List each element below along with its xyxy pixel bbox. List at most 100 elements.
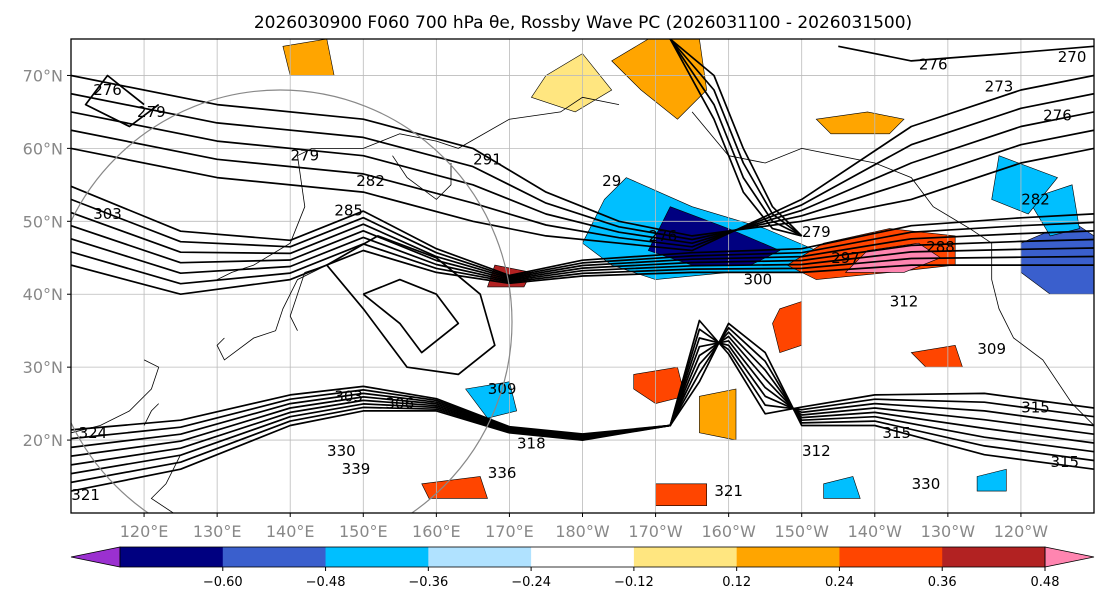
colorbar-segment	[222, 547, 327, 567]
colorbar-tick-label: −0.60	[203, 575, 243, 590]
x-tick-label: 130°E	[193, 522, 242, 541]
contour-line	[71, 224, 1094, 281]
contour-label: 297	[831, 249, 860, 267]
shading-blob	[976, 468, 1007, 492]
contour-line	[71, 211, 1094, 279]
x-tick-label: 170°E	[485, 522, 534, 541]
contour-line	[326, 235, 496, 376]
coastline	[150, 454, 181, 513]
contour-label: 321	[714, 482, 743, 500]
y-tick-label: 20°N	[23, 431, 63, 450]
contour-label: 291	[473, 150, 502, 168]
contour-label: 279	[137, 103, 166, 121]
colorbar-segment	[633, 547, 738, 567]
contour-label: 318	[517, 435, 546, 453]
colorbar-segment	[120, 547, 224, 567]
shading-blob	[815, 111, 905, 135]
colorbar-tick-label: −0.24	[511, 575, 551, 590]
contour-label: 288	[926, 238, 955, 256]
contour-label: 276	[1043, 107, 1072, 125]
shading-blob	[991, 155, 1058, 215]
x-axis-ticks: 120°E 130°E 140°E 150°E 160°E 170°E 180°W 170°W…	[120, 513, 1048, 541]
contour-label: 321	[71, 486, 100, 504]
x-tick-label: 160°W	[701, 522, 756, 541]
coastlines	[71, 96, 1094, 513]
contour-label: 276	[919, 56, 948, 74]
colorbar-segment	[531, 547, 635, 567]
colorbar-frame	[119, 546, 1046, 568]
shading-blob	[465, 381, 518, 419]
shading-blob	[530, 53, 613, 113]
contour-label: 315	[1050, 453, 1079, 471]
contour-line	[84, 74, 160, 128]
x-tick-label: 140°W	[848, 522, 903, 541]
contour-line	[71, 74, 1094, 252]
contour-line	[838, 45, 1094, 62]
shading-blob	[655, 483, 707, 506]
contour-line	[71, 243, 1094, 285]
contour-label: 282	[1021, 190, 1050, 208]
colorbar-segment	[736, 547, 840, 567]
contour-label: 306	[386, 395, 415, 413]
contour-label: 276	[93, 81, 122, 99]
chart-title: 2026030900 F060 700 hPa θe, Rossby Wave …	[254, 13, 912, 33]
contour-line	[71, 249, 1094, 296]
shading-blob	[699, 388, 737, 441]
theta-e-contours	[71, 39, 1094, 492]
contour-label: 312	[802, 442, 831, 460]
contour-label: 303	[93, 205, 122, 223]
contour-label: 339	[342, 460, 371, 478]
contour-label: 29	[602, 172, 621, 190]
contour-line	[71, 111, 1094, 245]
contour-line	[71, 319, 1094, 435]
colorbar-tick-label: 0.24	[825, 575, 854, 590]
contour-label: 309	[977, 340, 1006, 358]
colorbar-extend-high	[1044, 546, 1095, 568]
coastline	[691, 111, 1094, 426]
coastline	[216, 96, 620, 280]
shading-blob	[772, 301, 802, 353]
shading-blob	[633, 366, 686, 404]
y-tick-label: 40°N	[23, 285, 63, 304]
contour-label: 276	[649, 227, 678, 245]
contour-label: 312	[890, 293, 919, 311]
reference-circle	[71, 89, 513, 513]
x-tick-label: 120°E	[120, 522, 169, 541]
contour-label: 330	[327, 442, 356, 460]
contour-line	[71, 74, 1094, 237]
coastline	[143, 403, 159, 426]
contour-line	[362, 278, 460, 354]
contour-label: 285	[334, 201, 363, 219]
contour-label: 315	[882, 424, 911, 442]
x-tick-label: 160°E	[412, 522, 461, 541]
contour-line	[71, 236, 1094, 282]
colorbar-extend-low	[70, 546, 121, 568]
contour-label: 336	[488, 464, 517, 482]
contour-label: 273	[985, 77, 1014, 95]
x-tick-label: 180°W	[555, 522, 610, 541]
contour-label: 330	[912, 475, 941, 493]
colorbar-segment	[325, 547, 429, 567]
contour-line	[71, 92, 1094, 241]
contour-label: 324	[79, 424, 108, 442]
x-tick-label: 140°E	[266, 522, 315, 541]
y-tick-label: 50°N	[23, 212, 63, 231]
contour-label: 282	[356, 172, 385, 190]
colorbar-tick-label: −0.36	[408, 575, 448, 590]
colorbar-tick-label: 0.12	[722, 575, 751, 590]
contour-label: 315	[1021, 398, 1050, 416]
colorbar-segment	[839, 547, 943, 567]
contour-label: 303	[334, 387, 363, 405]
colorbar-tick-label: 0.48	[1031, 575, 1060, 590]
y-tick-label: 60°N	[23, 139, 63, 158]
x-tick-label: 130°W	[921, 522, 976, 541]
x-tick-label: 150°W	[775, 522, 830, 541]
contour-line	[669, 39, 802, 237]
coastline	[392, 155, 452, 200]
colorbar-segment	[428, 547, 532, 567]
y-tick-label: 70°N	[23, 66, 63, 85]
coastline	[71, 359, 160, 434]
